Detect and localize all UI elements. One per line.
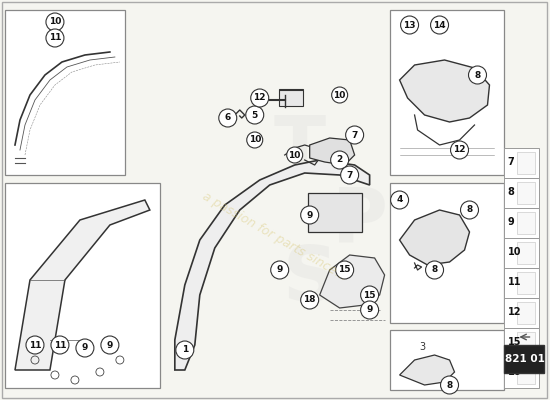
Text: 15: 15 (338, 266, 351, 274)
FancyBboxPatch shape (518, 242, 536, 264)
Circle shape (46, 13, 64, 31)
Circle shape (331, 151, 349, 169)
FancyBboxPatch shape (518, 362, 536, 384)
Circle shape (361, 286, 378, 304)
Circle shape (301, 291, 318, 309)
Text: 10: 10 (508, 247, 521, 257)
Polygon shape (400, 60, 490, 122)
Text: 7: 7 (346, 170, 353, 180)
Text: 16: 16 (508, 367, 521, 377)
Text: 7: 7 (351, 130, 358, 140)
FancyBboxPatch shape (504, 238, 540, 268)
Text: 821 01: 821 01 (504, 354, 544, 364)
Text: 6: 6 (224, 114, 231, 122)
FancyBboxPatch shape (279, 89, 303, 106)
FancyBboxPatch shape (518, 332, 536, 354)
Text: 8: 8 (475, 70, 481, 80)
Text: 12: 12 (254, 94, 266, 102)
Circle shape (176, 341, 194, 359)
Text: 13: 13 (403, 20, 416, 30)
Text: 2: 2 (337, 156, 343, 164)
Circle shape (301, 206, 318, 224)
Text: 5: 5 (251, 110, 258, 120)
Circle shape (400, 16, 419, 34)
Text: 7: 7 (508, 157, 514, 167)
Text: 12: 12 (508, 307, 521, 317)
Text: 10: 10 (49, 18, 61, 26)
Circle shape (340, 166, 359, 184)
FancyBboxPatch shape (518, 302, 536, 324)
FancyBboxPatch shape (389, 183, 504, 323)
Text: S: S (282, 243, 337, 317)
Text: 14: 14 (433, 20, 446, 30)
Circle shape (247, 132, 263, 148)
Circle shape (26, 336, 44, 354)
Text: 9: 9 (107, 340, 113, 350)
FancyBboxPatch shape (504, 178, 540, 208)
Circle shape (390, 191, 409, 209)
Circle shape (101, 336, 119, 354)
Text: 11: 11 (29, 340, 41, 350)
Text: 4: 4 (397, 196, 403, 204)
Polygon shape (400, 210, 470, 265)
Text: 15: 15 (508, 337, 521, 347)
Text: a passion for parts since...: a passion for parts since... (200, 189, 349, 283)
Text: 15: 15 (364, 290, 376, 300)
FancyBboxPatch shape (518, 182, 536, 204)
Text: 11: 11 (49, 34, 61, 42)
Text: 12: 12 (453, 146, 466, 154)
Text: 3: 3 (420, 342, 426, 352)
FancyBboxPatch shape (504, 208, 540, 238)
Text: 8: 8 (466, 206, 472, 214)
Text: 9: 9 (277, 266, 283, 274)
Text: 8: 8 (447, 380, 453, 390)
Circle shape (345, 126, 364, 144)
Circle shape (51, 336, 69, 354)
FancyBboxPatch shape (389, 10, 504, 175)
Circle shape (246, 106, 264, 124)
FancyBboxPatch shape (5, 10, 125, 175)
Circle shape (46, 29, 64, 47)
Circle shape (469, 66, 487, 84)
Circle shape (426, 261, 443, 279)
Polygon shape (310, 138, 355, 165)
FancyBboxPatch shape (307, 193, 362, 232)
Text: T: T (274, 113, 326, 187)
Circle shape (251, 89, 269, 107)
Circle shape (287, 147, 302, 163)
FancyBboxPatch shape (504, 148, 540, 178)
Text: 9: 9 (366, 306, 373, 314)
Circle shape (431, 16, 449, 34)
Polygon shape (320, 255, 384, 308)
FancyBboxPatch shape (504, 298, 540, 328)
FancyBboxPatch shape (518, 272, 536, 294)
FancyBboxPatch shape (518, 152, 536, 174)
FancyBboxPatch shape (504, 268, 540, 298)
Text: 8: 8 (431, 266, 438, 274)
Circle shape (441, 376, 459, 394)
Circle shape (271, 261, 289, 279)
Circle shape (460, 201, 478, 219)
Text: 10: 10 (249, 136, 261, 144)
Text: 9: 9 (82, 344, 88, 352)
FancyBboxPatch shape (504, 358, 540, 388)
Text: 11: 11 (54, 340, 66, 350)
Text: P: P (332, 183, 388, 257)
Text: 9: 9 (306, 210, 313, 220)
Text: 10: 10 (333, 90, 346, 100)
Circle shape (219, 109, 236, 127)
FancyBboxPatch shape (504, 345, 544, 373)
Polygon shape (400, 355, 454, 385)
Polygon shape (175, 160, 370, 370)
FancyBboxPatch shape (5, 183, 160, 388)
Circle shape (361, 301, 378, 319)
Text: 11: 11 (508, 277, 521, 287)
Text: 8: 8 (508, 187, 514, 197)
Circle shape (450, 141, 469, 159)
FancyBboxPatch shape (518, 212, 536, 234)
Circle shape (76, 339, 94, 357)
FancyBboxPatch shape (504, 328, 540, 358)
Circle shape (336, 261, 354, 279)
Polygon shape (15, 200, 150, 370)
